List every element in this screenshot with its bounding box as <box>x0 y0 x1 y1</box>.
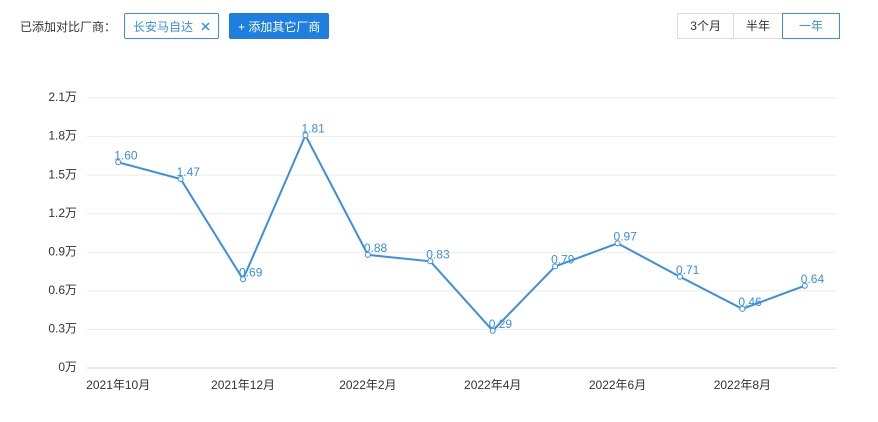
x-tick-label: 2022年6月 <box>589 378 646 392</box>
value-label: 0.29 <box>489 317 513 331</box>
x-tick-label: 2022年4月 <box>464 378 521 392</box>
y-tick-label: 0.9万 <box>48 244 77 258</box>
x-tick-label: 2022年8月 <box>714 378 771 392</box>
value-label: 0.79 <box>551 253 575 267</box>
brand-name: 长安马自达 <box>133 19 194 34</box>
value-label: 0.97 <box>614 229 638 243</box>
data-point <box>489 327 496 334</box>
data-point <box>739 305 746 312</box>
y-tick-label: 0.6万 <box>48 283 77 297</box>
y-tick-label: 1.5万 <box>48 167 77 181</box>
y-tick-label: 0万 <box>58 360 77 374</box>
value-label: 0.83 <box>426 247 450 261</box>
y-tick-label: 0.3万 <box>48 322 77 336</box>
data-point <box>240 276 247 283</box>
data-point <box>552 263 559 270</box>
value-label: 1.81 <box>301 121 325 135</box>
data-point <box>614 240 621 247</box>
value-label: 0.46 <box>738 295 762 309</box>
data-point <box>302 132 309 139</box>
series-line <box>117 132 806 333</box>
y-tick-label: 1.2万 <box>48 206 77 220</box>
y-tick-label: 1.8万 <box>48 129 77 143</box>
range-button[interactable]: 一年 <box>781 13 840 39</box>
data-point <box>177 176 184 182</box>
brand-tag[interactable]: 长安马自达 <box>124 13 220 39</box>
data-point <box>676 273 683 280</box>
value-label: 0.71 <box>676 263 700 277</box>
value-label: 0.88 <box>364 241 388 255</box>
x-tick-label: 2021年10月 <box>86 378 150 392</box>
value-label: 1.47 <box>177 165 201 179</box>
toolbar: 已添加对比厂商： 长安马自达 + 添加其它厂商 <box>20 13 330 39</box>
data-point <box>801 282 808 289</box>
x-tick-label: 2021年12月 <box>211 378 275 392</box>
compare-label: 已添加对比厂商： <box>20 19 117 34</box>
value-label: 1.60 <box>114 148 138 162</box>
add-button[interactable]: + 添加其它厂商 <box>229 13 330 39</box>
y-tick-label: 2.1万 <box>48 90 77 104</box>
data-point <box>364 251 371 258</box>
x-tick-label: 2022年2月 <box>339 378 396 392</box>
data-point <box>427 258 434 265</box>
value-label: 0.69 <box>239 265 263 279</box>
value-label: 0.64 <box>801 272 825 286</box>
range-switch: 3个月 半年 一年 <box>677 13 840 39</box>
data-point <box>115 159 122 166</box>
remove-icon[interactable] <box>201 21 210 31</box>
